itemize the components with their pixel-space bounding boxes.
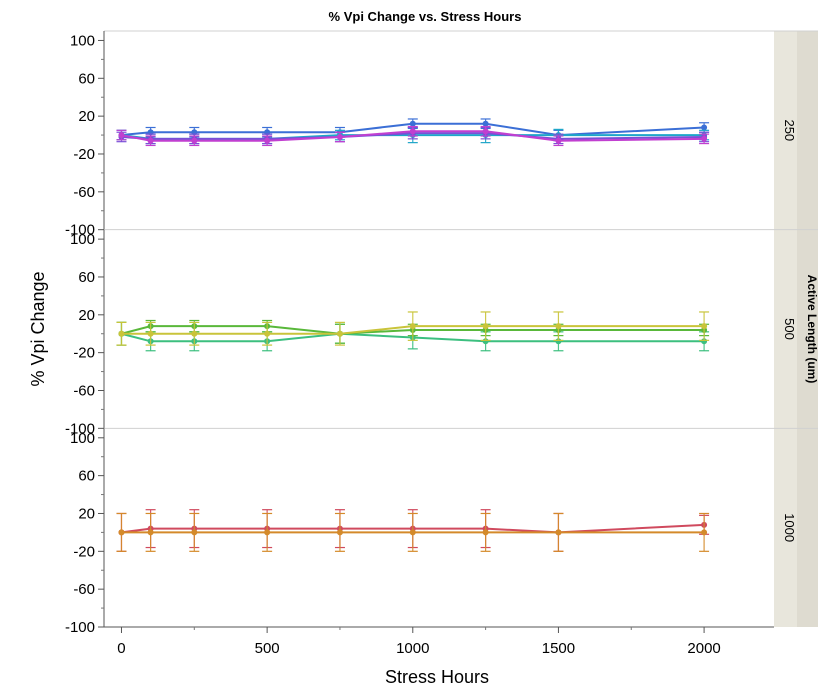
data-point bbox=[701, 124, 708, 131]
y-tick-label: -60 bbox=[73, 581, 95, 598]
data-point bbox=[701, 529, 708, 536]
y-tick-label: 60 bbox=[78, 468, 95, 485]
data-point bbox=[482, 120, 489, 127]
x-axis: 0 500 1000 1500 2000 bbox=[104, 626, 774, 657]
y-tick-label: 100 bbox=[70, 430, 95, 447]
facet-label: 250 bbox=[782, 119, 797, 141]
y-tick-label: 60 bbox=[78, 70, 95, 87]
data-point bbox=[555, 323, 562, 330]
x-tick-label: 0 bbox=[117, 640, 125, 657]
data-point bbox=[482, 323, 489, 330]
x-tick-label: 2000 bbox=[687, 640, 720, 657]
facet-title-strip bbox=[797, 31, 818, 627]
data-point bbox=[555, 529, 562, 536]
data-point bbox=[701, 135, 708, 142]
y-axis-title: % Vpi Change bbox=[28, 271, 48, 386]
data-point bbox=[482, 128, 489, 135]
y-tick-label: 100 bbox=[70, 32, 95, 49]
data-point bbox=[409, 323, 416, 330]
data-point bbox=[147, 529, 154, 536]
y-tick-label: 100 bbox=[70, 231, 95, 248]
facet-label: 500 bbox=[782, 318, 797, 340]
y-tick-label: 20 bbox=[78, 108, 95, 125]
data-point bbox=[701, 323, 708, 330]
data-point bbox=[191, 330, 198, 337]
y-tick-label: -100 bbox=[65, 420, 95, 437]
data-point bbox=[147, 137, 154, 144]
panel-250: -100 -60 -20 20 60 100 250 bbox=[65, 30, 818, 239]
data-point bbox=[264, 330, 271, 337]
data-point bbox=[191, 137, 198, 144]
y-tick-label: -60 bbox=[73, 382, 95, 399]
data-point bbox=[264, 529, 271, 536]
panel-1000: -100 -60 -20 20 60 100 1000 bbox=[65, 427, 818, 636]
data-point bbox=[118, 132, 125, 139]
y-tick-label: -60 bbox=[73, 184, 95, 201]
panel-500: -100 -60 -20 20 60 100 500 bbox=[65, 229, 818, 437]
series-500-3 bbox=[116, 311, 710, 346]
data-point bbox=[264, 137, 271, 144]
chart-title: % Vpi Change vs. Stress Hours bbox=[329, 9, 522, 24]
y-tick-label: 60 bbox=[78, 269, 95, 286]
series-1000-2 bbox=[116, 512, 710, 552]
y-tick-label: -20 bbox=[73, 146, 95, 163]
facet-title: Active Length (um) bbox=[805, 275, 818, 384]
data-point bbox=[336, 529, 343, 536]
x-tick-label: 1500 bbox=[542, 640, 575, 657]
y-tick-label: -20 bbox=[73, 345, 95, 362]
data-point bbox=[118, 330, 125, 337]
y-tick-label: 20 bbox=[78, 505, 95, 522]
x-tick-label: 500 bbox=[255, 640, 280, 657]
data-point bbox=[555, 137, 562, 144]
data-point bbox=[409, 120, 416, 127]
data-point bbox=[409, 529, 416, 536]
panels: -100 -60 -20 20 60 100 250 -100 -60 -20 20 60 100 500… bbox=[65, 30, 818, 636]
facet-label: 1000 bbox=[782, 513, 797, 542]
series-250-4 bbox=[116, 125, 710, 147]
data-point bbox=[336, 133, 343, 140]
y-tick-label: -20 bbox=[73, 543, 95, 560]
x-axis-title: Stress Hours bbox=[385, 667, 489, 687]
data-point bbox=[482, 529, 489, 536]
data-point bbox=[118, 529, 125, 536]
data-point bbox=[191, 529, 198, 536]
data-point bbox=[409, 128, 416, 135]
y-tick-label: -100 bbox=[65, 619, 95, 636]
x-tick-label: 1000 bbox=[396, 640, 429, 657]
y-tick-label: 20 bbox=[78, 307, 95, 324]
y-tick-label: -100 bbox=[65, 222, 95, 239]
data-point bbox=[147, 330, 154, 337]
data-point bbox=[336, 330, 343, 337]
